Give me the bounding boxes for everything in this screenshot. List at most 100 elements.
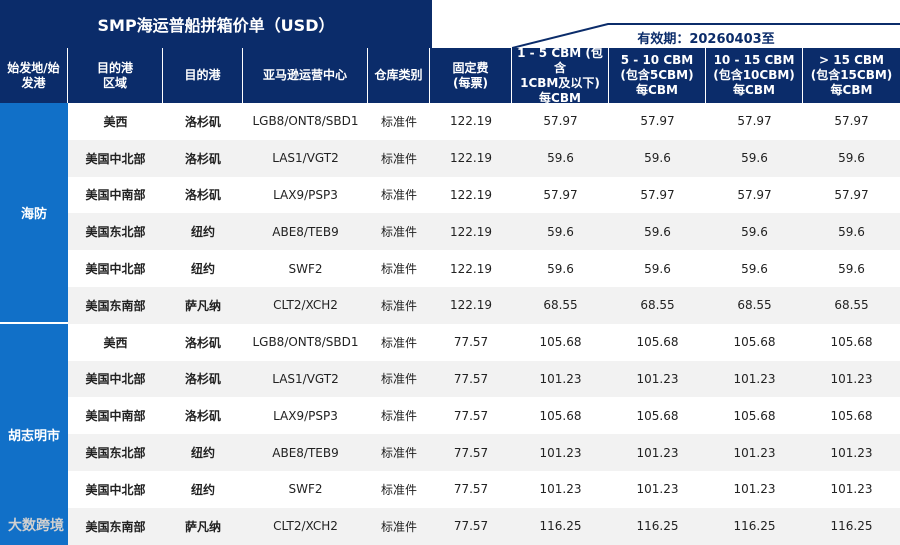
cell-fixed-fee: 122.19 <box>450 224 492 239</box>
validity-bracket-line <box>512 23 900 48</box>
table-row: 美国中南部 洛杉矶 LAX9/PSP3 标准件 77.57 105.68 105.68 105… <box>68 397 900 434</box>
cell-fixed-fee: 122.19 <box>450 298 492 313</box>
cell-dest-port: 洛杉矶 <box>184 335 221 350</box>
cell-dest-region: 美国东南部 <box>85 519 146 534</box>
origin-divider <box>0 322 68 324</box>
cell-fixed-fee: 77.57 <box>453 482 489 497</box>
table-row: 美西 洛杉矶 LGB8/ONT8/SBD1 标准件 77.57 105.68 105.68 1… <box>68 324 900 361</box>
cell-price-1-5: 116.25 <box>539 519 582 534</box>
cell-dest-port: 纽约 <box>190 262 215 277</box>
table-row: 美国东北部 纽约 ABE8/TEB9 标准件 122.19 59.6 59.6 59.6 59.… <box>68 213 900 251</box>
cell-price-10-15: 59.6 <box>741 151 768 166</box>
cell-price-10-15: 57.97 <box>737 114 772 129</box>
cell-price-1-5: 57.97 <box>543 114 578 129</box>
cell-warehouse-type: 标准件 <box>380 446 417 461</box>
cell-dest-port: 洛杉矶 <box>184 151 221 166</box>
cell-price-10-15: 105.68 <box>733 408 776 423</box>
cell-price-5-10: 57.97 <box>640 114 675 129</box>
cell-dest-region: 美国中南部 <box>85 188 146 203</box>
cell-dest-port: 洛杉矶 <box>184 188 221 203</box>
header-price-5-10: 5 - 10 CBM (包含5CBM) 每CBM <box>609 48 706 103</box>
cell-price-10-15: 59.6 <box>741 224 768 239</box>
cell-price-1-5: 59.6 <box>547 224 574 239</box>
cell-price-5-10: 57.97 <box>640 187 675 202</box>
table-body: 海防 胡志明市 美西 洛杉矶 LGB8/ONT8/SBD1 标准件 122.19 57.9… <box>0 103 900 545</box>
validity-banner: 有效期：20260403至 <box>512 22 900 48</box>
cell-price-1-5: 101.23 <box>539 371 582 386</box>
cell-price-15-plus: 59.6 <box>838 151 865 166</box>
cell-dest-region: 美国中南部 <box>85 409 146 424</box>
cell-warehouse-type: 标准件 <box>380 335 417 350</box>
cell-dest-region: 美国中北部 <box>85 482 146 497</box>
cell-price-10-15: 116.25 <box>733 519 776 534</box>
cell-dest-port: 洛杉矶 <box>184 409 221 424</box>
cell-price-5-10: 59.6 <box>644 224 671 239</box>
cell-warehouse-type: 标准件 <box>380 151 417 166</box>
cell-dest-region: 美国中北部 <box>85 372 146 387</box>
cell-warehouse-type: 标准件 <box>380 114 417 129</box>
cell-dest-region: 美国中北部 <box>85 151 146 166</box>
header-fixed-fee: 固定费 (每票) <box>430 48 512 103</box>
cell-amazon-center: CLT2/XCH2 <box>273 298 338 313</box>
header-dest-port: 目的港 <box>163 48 243 103</box>
table-row: 美国东北部 纽约 ABE8/TEB9 标准件 77.57 101.23 101.23 101.… <box>68 434 900 471</box>
cell-dest-port: 洛杉矶 <box>184 372 221 387</box>
cell-warehouse-type: 标准件 <box>380 262 417 277</box>
validity-text: 有效期：20260403至 <box>637 32 775 47</box>
cell-price-5-10: 105.68 <box>636 335 679 350</box>
cell-price-10-15: 101.23 <box>733 371 776 386</box>
cell-price-5-10: 101.23 <box>636 371 679 386</box>
cell-price-15-plus: 57.97 <box>834 114 869 129</box>
cell-dest-port: 萨凡纳 <box>184 519 221 534</box>
cell-price-15-plus: 57.97 <box>834 187 869 202</box>
cell-price-1-5: 59.6 <box>547 261 574 276</box>
cell-fixed-fee: 122.19 <box>450 187 492 202</box>
cell-dest-region: 美国东南部 <box>85 298 146 313</box>
cell-fixed-fee: 77.57 <box>453 408 489 423</box>
table-rows: 美西洛杉矶 LGB8/ONT8/SBD1 标准件 122.19 57.97 57.97 57… <box>68 103 900 545</box>
cell-amazon-center: LAS1/VGT2 <box>272 151 339 166</box>
header-price-15-plus: > 15 CBM (包含15CBM) 每CBM <box>810 53 893 97</box>
cell-amazon-center: LGB8/ONT8/SBD1 <box>252 335 359 350</box>
cell-price-1-5: 101.23 <box>539 482 582 497</box>
cell-warehouse-type: 标准件 <box>380 372 417 387</box>
cell-fixed-fee: 77.57 <box>453 335 489 350</box>
cell-price-15-plus: 59.6 <box>838 261 865 276</box>
origin-cell: 海防 <box>0 103 68 322</box>
cell-price-5-10: 105.68 <box>636 408 679 423</box>
cell-price-15-plus: 105.68 <box>830 335 873 350</box>
cell-price-1-5: 101.23 <box>539 445 582 460</box>
table-row: 美国东南部 萨凡纳 CLT2/XCH2 标准件 77.57 116.25 116.25 116… <box>68 507 900 545</box>
cell-price-5-10: 59.6 <box>644 261 671 276</box>
header-dest-region: 目的港 区域 <box>68 48 163 103</box>
cell-warehouse-type: 标准件 <box>380 188 417 203</box>
cell-price-15-plus: 105.68 <box>830 408 873 423</box>
table-row: 美国东南部 萨凡纳 CLT2/XCH2 标准件 122.19 68.55 68.55 68.5… <box>68 286 900 324</box>
cell-fixed-fee: 77.57 <box>453 445 489 460</box>
cell-amazon-center: LGB8/ONT8/SBD1 <box>252 114 359 129</box>
cell-price-5-10: 101.23 <box>636 482 679 497</box>
cell-dest-region: 美西 <box>103 114 128 129</box>
cell-fixed-fee: 122.19 <box>450 151 492 166</box>
cell-price-10-15: 57.97 <box>737 187 772 202</box>
cell-fixed-fee: 122.19 <box>450 114 492 129</box>
cell-price-5-10: 116.25 <box>636 519 679 534</box>
table-row: 美国中北部 纽约 SWF2 标准件 122.19 59.6 59.6 59.6 59.6 <box>68 250 900 287</box>
table-row: 美国中北部 洛杉矶 LAS1/VGT2 标准件 122.19 59.6 59.6 59.6 59… <box>68 139 900 177</box>
cell-amazon-center: LAX9/PSP3 <box>273 187 338 202</box>
cell-amazon-center: CLT2/XCH2 <box>273 519 338 534</box>
cell-dest-region: 美国中北部 <box>85 262 146 277</box>
cell-fixed-fee: 77.57 <box>453 519 489 534</box>
header-origin: 始发地/始 发港 <box>0 48 68 103</box>
cell-price-5-10: 101.23 <box>636 445 679 460</box>
cell-price-1-5: 59.6 <box>547 151 574 166</box>
cell-price-15-plus: 101.23 <box>830 445 873 460</box>
table-row: 美西 洛杉矶 LGB8/ONT8/SBD1 标准件 122.19 57.97 57.97 57… <box>68 103 900 140</box>
cell-price-5-10: 59.6 <box>644 151 671 166</box>
cell-amazon-center: ABE8/TEB9 <box>272 224 339 239</box>
page-title: SMP海运普船拼箱价单（USD） <box>0 0 432 48</box>
cell-amazon-center: LAS1/VGT2 <box>272 371 339 386</box>
table-header: 始发地/始 发港 目的港 区域 目的港 亚马逊运营中心 仓库类别 固定费 (每票… <box>0 46 900 105</box>
cell-price-5-10: 68.55 <box>640 298 675 313</box>
cell-price-15-plus: 59.6 <box>838 224 865 239</box>
